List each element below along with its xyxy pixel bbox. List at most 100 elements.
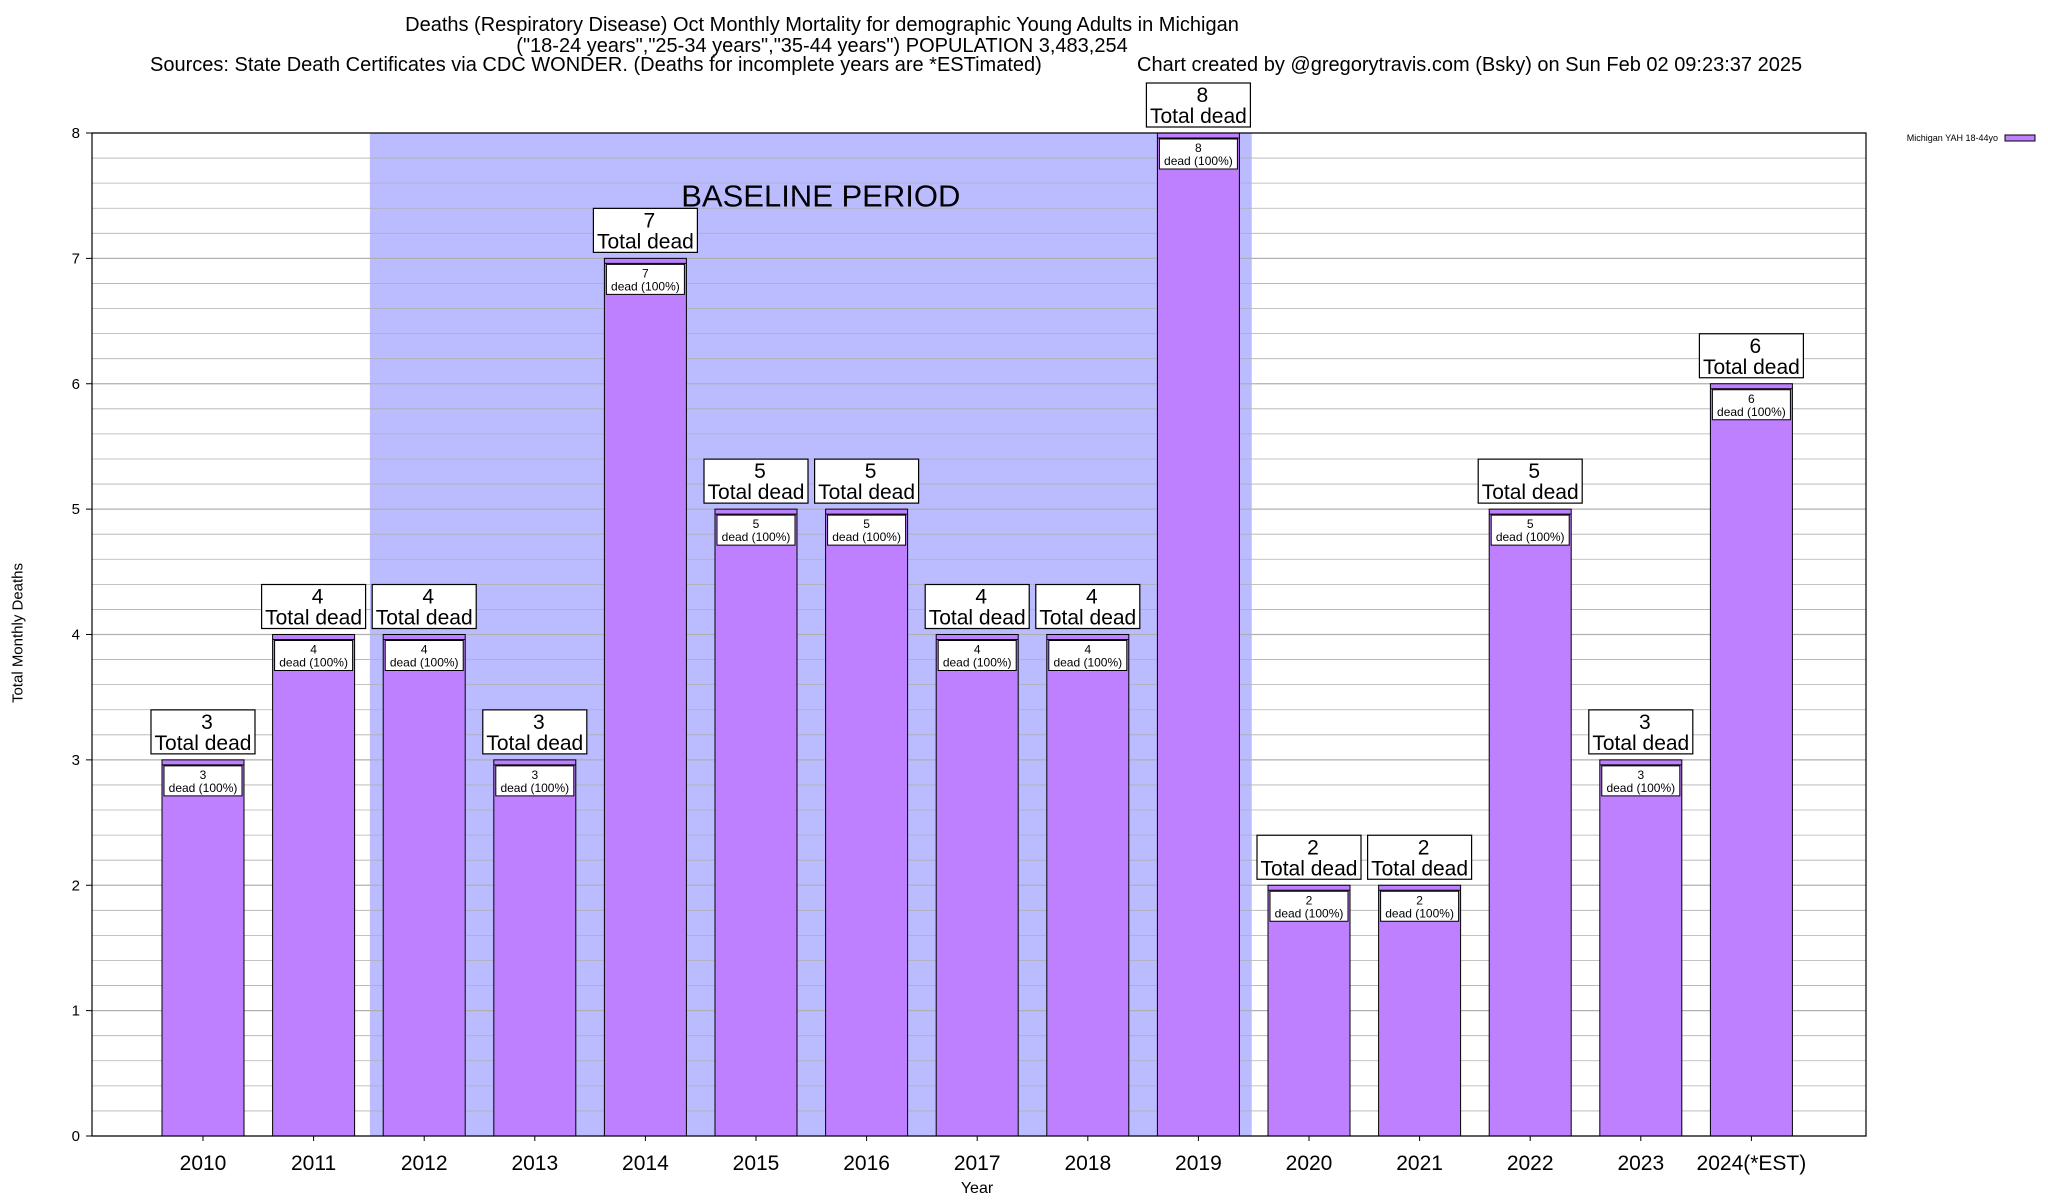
chart-title-line-1: Deaths (Respiratory Disease) Oct Monthly… (405, 14, 1239, 36)
total-label-box (1035, 583, 1141, 630)
x-tick-label: 2019 (1175, 1152, 1222, 1175)
bar-data-label-value: 4 (974, 643, 981, 657)
total-label-box (1366, 834, 1473, 880)
bar-data-label-value: 4 (310, 643, 317, 657)
bar-data-label-box (716, 514, 796, 546)
bar-data-label-box (1711, 389, 1791, 421)
legend-swatch (2004, 134, 2036, 142)
x-tick-label: 2014 (622, 1152, 669, 1175)
bar-data-label-text: dead (100%) (390, 656, 459, 670)
bar-data-label-value: 2 (1306, 893, 1313, 907)
total-label-text: Total dead (1371, 857, 1468, 880)
total-label-text: Total dead (1482, 481, 1579, 504)
bar-data-label-value: 5 (753, 517, 760, 531)
total-label-value: 4 (312, 586, 324, 609)
bar-data-label-value: 6 (1748, 392, 1755, 406)
total-label-value: 4 (975, 586, 987, 609)
sources-note: Sources: State Death Certificates via CD… (150, 54, 1042, 76)
y-tick-label: 7 (72, 250, 80, 267)
total-label-box (813, 458, 920, 504)
bar-data-label-text: dead (100%) (722, 530, 791, 544)
bar-data-label-text: dead (100%) (1385, 906, 1454, 920)
x-tick-label: 2012 (401, 1152, 448, 1175)
x-tick-label: 2017 (954, 1152, 1001, 1175)
bar (1709, 383, 1793, 1137)
bar-data-label-text: dead (100%) (1053, 656, 1122, 670)
x-tick-label: 2011 (291, 1152, 336, 1175)
y-tick-label: 4 (72, 627, 80, 644)
y-axis-label: Total Monthly Deaths (9, 562, 27, 704)
total-label-text: Total dead (265, 607, 362, 630)
total-label-value: 7 (644, 209, 656, 232)
total-label-value: 5 (865, 460, 877, 483)
total-label-value: 2 (1418, 836, 1430, 859)
total-label-text: Total dead (1150, 105, 1247, 128)
total-label-box (1145, 82, 1252, 128)
bar (1046, 634, 1130, 1137)
bar (825, 508, 909, 1137)
total-label-box (1588, 709, 1694, 755)
x-tick-label: 2023 (1617, 1152, 1664, 1175)
bar (493, 759, 577, 1137)
bar-data-label-value: 4 (1084, 643, 1091, 657)
chart-title-line-2: ("18-24 years","25-34 years","35-44 year… (516, 35, 1128, 57)
total-label-box (482, 709, 588, 755)
bar (603, 257, 687, 1137)
bar-data-label-box (937, 640, 1017, 671)
y-tick-label: 1 (72, 1003, 80, 1020)
total-label-value: 6 (1750, 335, 1762, 358)
bar-data-label-value: 3 (200, 768, 207, 782)
bar-data-label-box (827, 514, 907, 546)
total-label-value: 8 (1197, 84, 1209, 107)
total-label-box (261, 583, 367, 630)
bar (1156, 132, 1240, 1137)
y-tick-label: 6 (72, 376, 80, 393)
y-tick-label: 0 (72, 1128, 80, 1145)
plot-frame (91, 132, 1867, 1137)
total-label-text: Total dead (486, 732, 583, 755)
total-label-text: Total dead (708, 481, 805, 504)
bar-data-label-value: 2 (1416, 893, 1423, 907)
bar-data-label-text: dead (100%) (611, 279, 680, 293)
total-label-box (592, 207, 699, 253)
x-tick-label: 2024(*EST) (1697, 1152, 1807, 1175)
total-label-text: Total dead (818, 481, 915, 504)
bar-data-label-value: 3 (531, 768, 538, 782)
total-label-box (1477, 458, 1583, 504)
bar-data-label-box (1048, 640, 1128, 671)
bar-data-label-text: dead (100%) (169, 781, 238, 795)
bar (161, 759, 245, 1137)
x-tick-label: 2016 (843, 1152, 890, 1175)
bar-data-label-box (1490, 514, 1570, 546)
total-label-value: 4 (422, 586, 434, 609)
total-label-box (924, 583, 1030, 630)
x-axis-label: Year (960, 1180, 994, 1197)
x-tick-label: 2010 (180, 1152, 227, 1175)
bar-data-label-box (495, 765, 575, 797)
bar-data-label-value: 8 (1195, 141, 1202, 155)
total-label-value: 5 (1528, 460, 1540, 483)
total-label-value: 5 (754, 460, 766, 483)
bar (1599, 759, 1683, 1137)
bar-data-label-box (605, 263, 685, 295)
bar-data-label-text: dead (100%) (1717, 405, 1786, 419)
bar-data-label-text: dead (100%) (943, 656, 1012, 670)
bar-data-label-text: dead (100%) (279, 656, 348, 670)
total-label-text: Total dead (1592, 732, 1689, 755)
bar-data-label-text: dead (100%) (1606, 781, 1675, 795)
bar (935, 634, 1019, 1137)
baseline-period-label: BASELINE PERIOD (681, 179, 960, 214)
bar (1267, 884, 1351, 1137)
bar-data-label-text: dead (100%) (1275, 906, 1344, 920)
y-tick-label: 3 (72, 752, 80, 769)
bar-data-label-box (1380, 890, 1460, 922)
total-label-text: Total dead (376, 607, 473, 630)
bar-data-label-box (1269, 890, 1349, 922)
total-label-text: Total dead (929, 607, 1026, 630)
bar (382, 634, 466, 1137)
total-label-value: 3 (1639, 711, 1651, 734)
total-label-value: 3 (533, 711, 545, 734)
x-tick-label: 2015 (733, 1152, 780, 1175)
y-tick-label: 2 (72, 877, 80, 894)
